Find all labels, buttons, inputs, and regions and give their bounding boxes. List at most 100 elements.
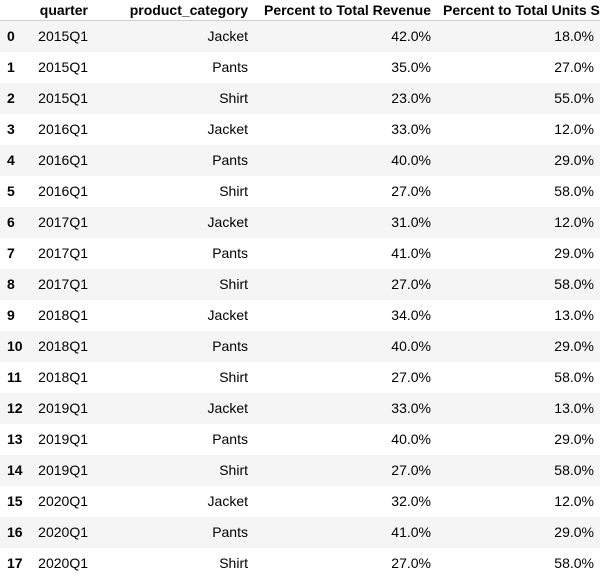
cell-units-pct: 13.0% — [554, 400, 594, 416]
row-index: 15 — [7, 493, 23, 509]
cell-quarter: 2019Q1 — [38, 400, 88, 416]
cell-units-pct: 13.0% — [554, 307, 594, 323]
cell-units-pct: 29.0% — [554, 152, 594, 168]
cell-revenue-pct: 27.0% — [391, 369, 431, 385]
cell-quarter: 2020Q1 — [38, 493, 88, 509]
cell-product-category: Jacket — [207, 121, 248, 137]
row-index: 7 — [7, 245, 15, 261]
cell-product-category: Shirt — [219, 183, 248, 199]
cell-units-pct: 55.0% — [554, 90, 594, 106]
table-row: 14 2019Q1 Shirt 27.0% 58.0% — [0, 454, 600, 486]
cell-quarter: 2019Q1 — [38, 462, 88, 478]
table-row: 12 2019Q1 Jacket 33.0% 13.0% — [0, 392, 600, 424]
cell-product-category: Shirt — [219, 369, 248, 385]
cell-units-pct: 29.0% — [554, 524, 594, 540]
cell-revenue-pct: 27.0% — [391, 555, 431, 571]
cell-revenue-pct: 27.0% — [391, 183, 431, 199]
cell-quarter: 2017Q1 — [38, 245, 88, 261]
cell-units-pct: 58.0% — [554, 555, 594, 571]
cell-product-category: Shirt — [219, 276, 248, 292]
cell-quarter: 2020Q1 — [38, 555, 88, 571]
row-index: 6 — [7, 214, 15, 230]
row-index: 13 — [7, 431, 23, 447]
index-header — [0, 0, 30, 21]
cell-revenue-pct: 40.0% — [391, 431, 431, 447]
cell-quarter: 2018Q1 — [38, 369, 88, 385]
row-index: 12 — [7, 400, 23, 416]
cell-units-pct: 58.0% — [554, 369, 594, 385]
cell-revenue-pct: 33.0% — [391, 400, 431, 416]
table-row: 10 2018Q1 Pants 40.0% 29.0% — [0, 330, 600, 362]
cell-quarter: 2015Q1 — [38, 90, 88, 106]
row-index: 14 — [7, 462, 23, 478]
cell-units-pct: 18.0% — [554, 28, 594, 45]
cell-quarter: 2016Q1 — [38, 183, 88, 199]
cell-product-category: Pants — [212, 338, 248, 354]
cell-product-category: Jacket — [207, 493, 248, 509]
table-row: 2 2015Q1 Shirt 23.0% 55.0% — [0, 82, 600, 114]
table-row: 7 2017Q1 Pants 41.0% 29.0% — [0, 238, 600, 269]
cell-quarter: 2017Q1 — [38, 276, 88, 292]
cell-product-category: Pants — [212, 152, 248, 168]
cell-product-category: Pants — [212, 245, 248, 261]
table-body: 0 2015Q1 Jacket 42.0% 18.0% 1 2015Q1 Pants 35.0%… — [0, 20, 600, 579]
cell-product-category: Shirt — [219, 555, 248, 571]
column-header-revenue-pct: Percent to Total Revenue — [254, 0, 437, 21]
cell-product-category: Jacket — [207, 214, 248, 230]
row-index: 8 — [7, 276, 15, 292]
row-index: 9 — [7, 307, 15, 323]
column-header-quarter: quarter — [30, 0, 94, 21]
table-row: 17 2020Q1 Shirt 27.0% 58.0% — [0, 548, 600, 579]
table-row: 4 2016Q1 Pants 40.0% 29.0% — [0, 144, 600, 176]
cell-quarter: 2015Q1 — [38, 28, 88, 45]
row-index: 0 — [7, 28, 15, 45]
cell-units-pct: 58.0% — [554, 183, 594, 199]
cell-product-category: Shirt — [219, 90, 248, 106]
table-row: 0 2015Q1 Jacket 42.0% 18.0% — [0, 20, 600, 52]
cell-revenue-pct: 41.0% — [391, 245, 431, 261]
row-index: 16 — [7, 524, 23, 540]
cell-units-pct: 29.0% — [554, 338, 594, 354]
cell-quarter: 2019Q1 — [38, 431, 88, 447]
cell-product-category: Jacket — [207, 28, 248, 45]
cell-units-pct: 27.0% — [554, 59, 594, 75]
cell-units-pct: 12.0% — [554, 214, 594, 230]
row-index: 2 — [7, 90, 15, 106]
table-row: 3 2016Q1 Jacket 33.0% 12.0% — [0, 114, 600, 145]
cell-revenue-pct: 27.0% — [391, 462, 431, 478]
cell-quarter: 2016Q1 — [38, 152, 88, 168]
cell-product-category: Jacket — [207, 400, 248, 416]
cell-quarter: 2018Q1 — [38, 338, 88, 354]
cell-product-category: Shirt — [219, 462, 248, 478]
row-index: 1 — [7, 59, 15, 75]
cell-quarter: 2017Q1 — [38, 214, 88, 230]
row-index: 4 — [7, 152, 15, 168]
cell-quarter: 2016Q1 — [38, 121, 88, 137]
table-row: 6 2017Q1 Jacket 31.0% 12.0% — [0, 206, 600, 238]
cell-quarter: 2020Q1 — [38, 524, 88, 540]
cell-units-pct: 29.0% — [554, 245, 594, 261]
cell-revenue-pct: 35.0% — [391, 59, 431, 75]
row-index: 5 — [7, 183, 15, 199]
table-row: 8 2017Q1 Shirt 27.0% 58.0% — [0, 268, 600, 300]
table-row: 15 2020Q1 Jacket 32.0% 12.0% — [0, 486, 600, 517]
cell-revenue-pct: 41.0% — [391, 524, 431, 540]
cell-revenue-pct: 32.0% — [391, 493, 431, 509]
table-row: 1 2015Q1 Pants 35.0% 27.0% — [0, 52, 600, 83]
cell-revenue-pct: 27.0% — [391, 276, 431, 292]
column-header-units-pct: Percent to Total Units Sold — [437, 0, 600, 21]
cell-revenue-pct: 42.0% — [391, 28, 431, 45]
table-row: 13 2019Q1 Pants 40.0% 29.0% — [0, 424, 600, 455]
row-index: 11 — [7, 369, 22, 385]
table-row: 9 2018Q1 Jacket 34.0% 13.0% — [0, 300, 600, 331]
cell-revenue-pct: 40.0% — [391, 152, 431, 168]
table-row: 16 2020Q1 Pants 41.0% 29.0% — [0, 516, 600, 548]
cell-revenue-pct: 34.0% — [391, 307, 431, 323]
cell-product-category: Pants — [212, 431, 248, 447]
cell-quarter: 2015Q1 — [38, 59, 88, 75]
cell-product-category: Pants — [212, 59, 248, 75]
cell-product-category: Pants — [212, 524, 248, 540]
cell-revenue-pct: 31.0% — [391, 214, 431, 230]
cell-product-category: Jacket — [207, 307, 248, 323]
